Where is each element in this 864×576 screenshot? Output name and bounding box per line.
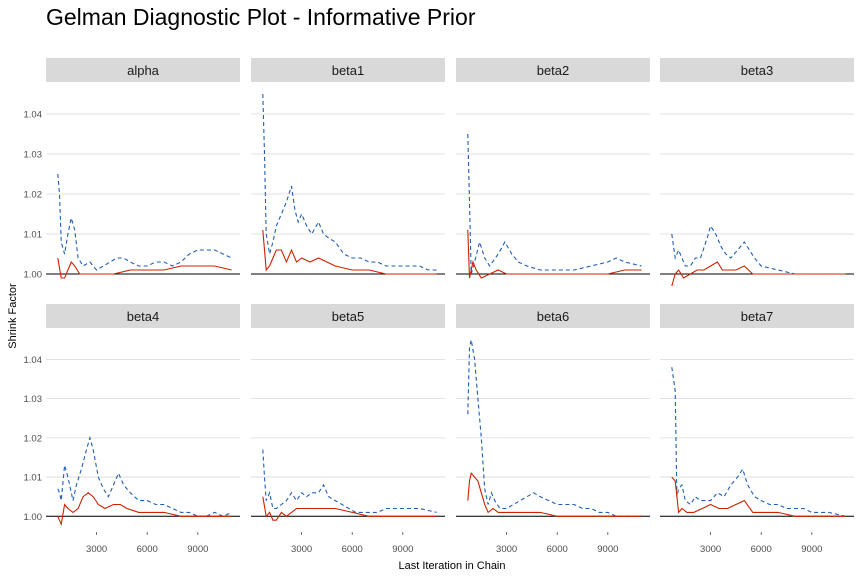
strip-label: beta6 — [537, 309, 570, 324]
series-median — [467, 472, 642, 517]
series-upper — [57, 173, 232, 271]
strip-beta1 — [251, 58, 445, 82]
y-tick-label: 1.04 — [24, 110, 43, 121]
series-upper — [671, 224, 846, 275]
strip-alpha — [46, 58, 240, 82]
strip-label: beta7 — [741, 309, 774, 324]
strip-label: beta2 — [537, 63, 570, 78]
panel-beta7: beta7 3000 6000 9000 — [660, 304, 854, 555]
series-median — [262, 229, 437, 275]
y-tick-label: 1.03 — [24, 150, 43, 161]
x-tick-label: 6000 — [137, 544, 158, 555]
strip-label: beta1 — [332, 63, 365, 78]
y-tick-label: 1.04 — [24, 355, 43, 366]
x-tick-label: 3000 — [291, 544, 312, 555]
y-axis-title: Shrink Factor — [7, 283, 19, 349]
x-tick-label: 9000 — [392, 544, 413, 555]
strip-beta3 — [660, 58, 854, 82]
x-tick-label: 3000 — [496, 544, 517, 555]
series-upper — [262, 449, 437, 513]
x-tick-label: 9000 — [597, 544, 618, 555]
facet-panels: alpha 1.00 1.01 1.02 1.03 1.04 beta1 beta2 beta3… — [24, 58, 854, 555]
panel-beta5: beta5 3000 6000 9000 — [251, 304, 445, 555]
x-axis-title: Last Iteration in Chain — [398, 560, 505, 572]
series-upper — [467, 339, 642, 517]
x-tick-label: 9000 — [801, 544, 822, 555]
y-tick-label: 1.00 — [24, 512, 43, 523]
strip-label: beta4 — [127, 309, 160, 324]
x-tick-label: 6000 — [342, 544, 363, 555]
series-median — [671, 476, 846, 517]
x-tick-label: 9000 — [187, 544, 208, 555]
panel-beta4: beta4 1.00 1.01 1.02 1.03 1.04 3000 6000 9000 — [24, 304, 240, 555]
x-tick-label: 6000 — [547, 544, 568, 555]
x-tick-label: 6000 — [751, 544, 772, 555]
y-tick-label: 1.02 — [24, 433, 43, 444]
y-tick-label: 1.02 — [24, 190, 43, 201]
strip-beta2 — [456, 58, 650, 82]
series-upper — [262, 93, 437, 271]
strip-beta4 — [46, 304, 240, 328]
panel-beta3: beta3 — [660, 58, 854, 287]
strip-label: beta3 — [741, 63, 774, 78]
strip-beta6 — [456, 304, 650, 328]
series-median — [262, 496, 437, 521]
x-tick-label: 3000 — [700, 544, 721, 555]
series-median — [671, 261, 846, 287]
strip-beta7 — [660, 304, 854, 328]
y-tick-label: 1.00 — [24, 270, 43, 281]
strip-beta5 — [251, 304, 445, 328]
panel-alpha: alpha 1.00 1.01 1.02 1.03 1.04 — [24, 58, 240, 281]
series-upper — [57, 435, 232, 517]
x-tick-label: 3000 — [86, 544, 107, 555]
panel-beta6: beta6 3000 6000 9000 — [456, 304, 650, 555]
series-median — [57, 492, 232, 527]
chart-title: Gelman Diagnostic Plot - Informative Pri… — [46, 4, 476, 30]
series-median — [57, 257, 232, 279]
series-upper — [467, 133, 642, 275]
series-median — [467, 229, 642, 279]
strip-label: alpha — [127, 63, 160, 78]
y-tick-label: 1.03 — [24, 394, 43, 405]
y-tick-label: 1.01 — [24, 473, 43, 484]
panel-beta1: beta1 — [251, 58, 445, 275]
series-upper — [671, 367, 846, 517]
panel-beta2: beta2 — [456, 58, 650, 279]
y-tick-label: 1.01 — [24, 230, 43, 241]
strip-label: beta5 — [332, 309, 365, 324]
